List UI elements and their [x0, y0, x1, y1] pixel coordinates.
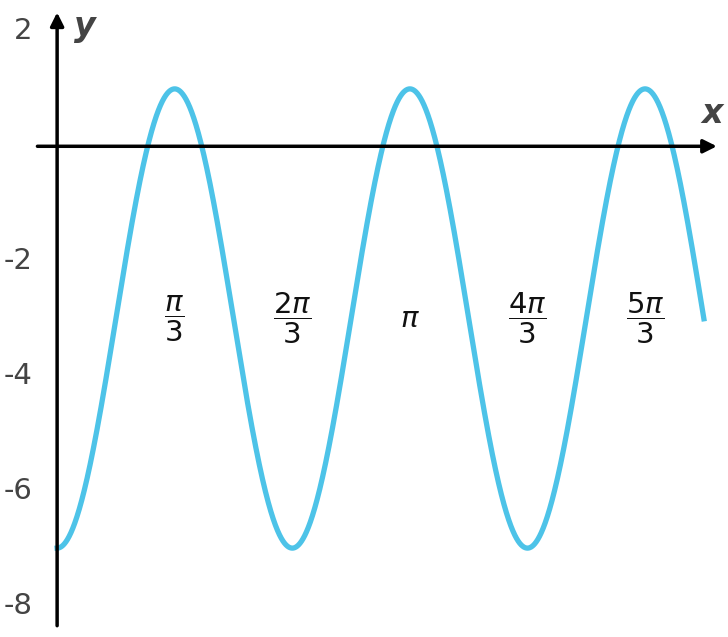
Text: $\pi$: $\pi$	[400, 304, 420, 333]
Text: -8: -8	[4, 592, 33, 620]
Text: $\dfrac{\pi}{3}$: $\dfrac{\pi}{3}$	[165, 294, 185, 343]
Text: x: x	[702, 97, 723, 130]
Text: -4: -4	[4, 362, 33, 390]
Text: $\dfrac{5\pi}{3}$: $\dfrac{5\pi}{3}$	[626, 291, 664, 346]
Text: $\dfrac{4\pi}{3}$: $\dfrac{4\pi}{3}$	[508, 291, 547, 346]
Text: $\dfrac{2\pi}{3}$: $\dfrac{2\pi}{3}$	[273, 291, 312, 346]
Text: -6: -6	[4, 476, 33, 505]
Text: y: y	[74, 10, 95, 43]
Text: 2: 2	[14, 17, 33, 45]
Text: -2: -2	[4, 247, 33, 275]
